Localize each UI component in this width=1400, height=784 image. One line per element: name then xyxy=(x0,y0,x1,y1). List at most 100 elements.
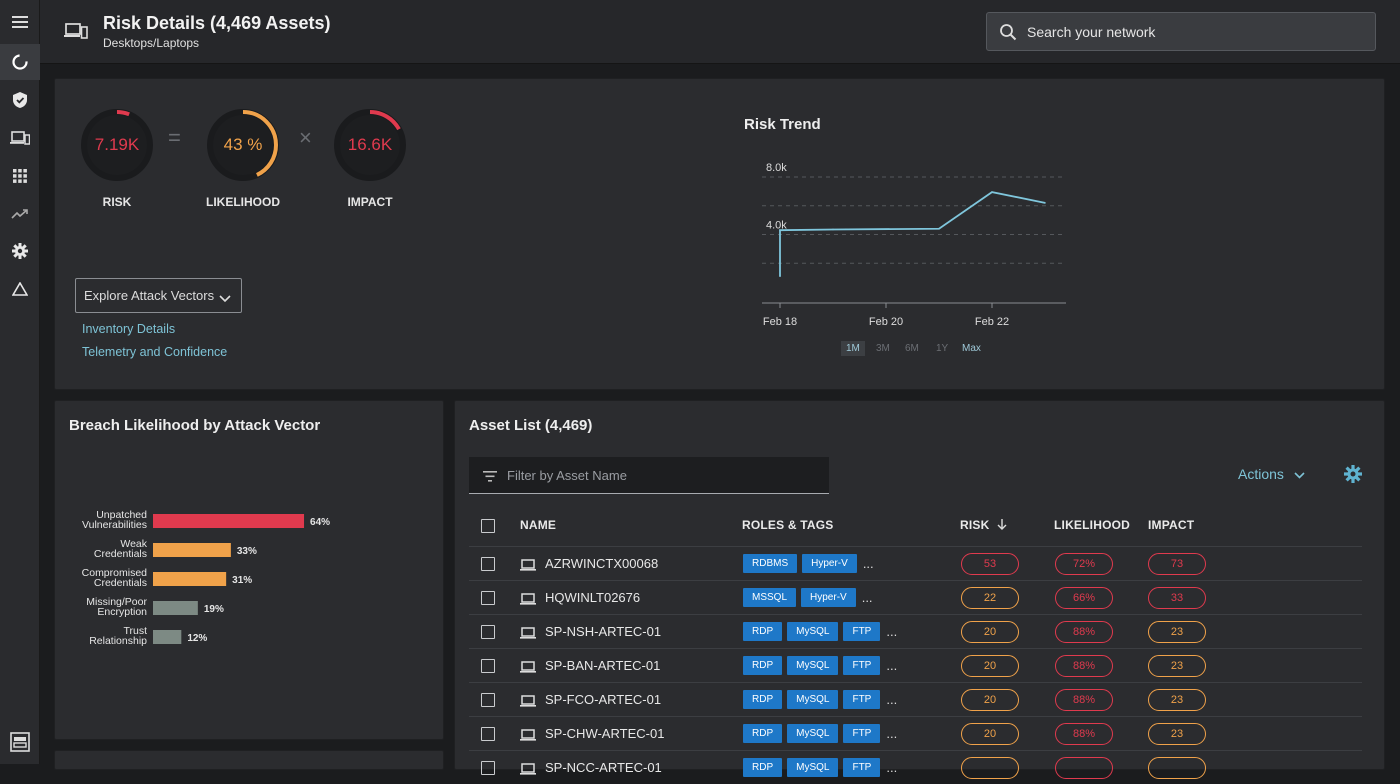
likelihood-pill: 72% xyxy=(1055,553,1113,575)
apps-grid-icon[interactable] xyxy=(0,158,40,194)
col-impact-header[interactable]: IMPACT xyxy=(1148,518,1195,532)
role-tag[interactable]: RDP xyxy=(743,656,783,675)
inventory-details-link[interactable]: Inventory Details xyxy=(82,322,176,336)
more-tags[interactable]: ... xyxy=(886,726,898,741)
role-tag[interactable]: RDP xyxy=(743,758,783,777)
role-tag[interactable]: MySQL xyxy=(787,758,839,777)
gauge-arc xyxy=(82,110,152,180)
role-tag[interactable]: Hyper-V xyxy=(802,554,857,573)
network-search[interactable] xyxy=(986,12,1376,51)
table-row[interactable]: SP-BAN-ARTEC-01 RDP MySQL FTP... 20 88% 23 xyxy=(469,648,1362,682)
role-tag[interactable]: Hyper-V xyxy=(801,588,856,607)
lower-panel xyxy=(54,750,444,770)
asset-filter[interactable] xyxy=(469,457,829,494)
laptop-icon xyxy=(520,762,536,780)
asset-name[interactable]: AZRWINCTX00068 xyxy=(545,556,659,571)
search-icon xyxy=(999,23,1017,46)
asset-list-title: Asset List (4,469) xyxy=(469,417,593,434)
risk-pill: 20 xyxy=(961,655,1019,677)
table-row[interactable]: SP-NCC-ARTEC-01 RDP MySQL FTP... xyxy=(469,750,1362,784)
row-checkbox[interactable] xyxy=(481,761,495,775)
more-tags[interactable]: ... xyxy=(886,624,898,639)
bar-value-label: 33% xyxy=(237,546,257,557)
search-input[interactable] xyxy=(1027,13,1367,50)
role-tag[interactable]: RDP xyxy=(743,622,783,641)
row-checkbox[interactable] xyxy=(481,625,495,639)
table-row[interactable]: AZRWINCTX00068 RDBMS Hyper-V... 53 72% 73 xyxy=(469,546,1362,580)
settings-gear-icon[interactable] xyxy=(0,233,40,269)
bar-category-label: Relationship xyxy=(89,635,147,647)
top-header: Risk Details (4,469 Assets) Desktops/Lap… xyxy=(40,0,1400,64)
impact-label: IMPACT xyxy=(347,195,393,209)
col-likelihood-header[interactable]: LIKELIHOOD xyxy=(1054,518,1130,532)
role-tag[interactable]: MySQL xyxy=(787,724,839,743)
range-1y-button[interactable]: 1Y xyxy=(936,343,949,354)
impact-pill: 23 xyxy=(1148,621,1206,643)
row-checkbox[interactable] xyxy=(481,557,495,571)
range-6m-button[interactable]: 6M xyxy=(905,343,919,354)
asset-name[interactable]: HQWINLT02676 xyxy=(545,590,641,605)
risk-pill: 53 xyxy=(961,553,1019,575)
menu-icon[interactable] xyxy=(0,4,40,40)
role-tag[interactable]: FTP xyxy=(843,622,881,641)
col-risk-header[interactable]: RISK xyxy=(960,518,1007,532)
table-row[interactable]: SP-CHW-ARTEC-01 RDP MySQL FTP... 20 88% 23 xyxy=(469,716,1362,750)
telemetry-confidence-link[interactable]: Telemetry and Confidence xyxy=(82,345,228,359)
more-tags[interactable]: ... xyxy=(886,692,898,707)
bar-category-label: Credentials xyxy=(94,548,147,560)
table-settings-gear-icon[interactable] xyxy=(1343,464,1363,489)
role-tag[interactable]: RDP xyxy=(743,690,783,709)
role-tag[interactable]: MySQL xyxy=(787,622,839,641)
col-name-header[interactable]: NAME xyxy=(520,518,557,532)
role-tag[interactable]: MySQL xyxy=(787,656,839,675)
trend-point xyxy=(779,275,781,277)
row-checkbox[interactable] xyxy=(481,693,495,707)
alert-triangle-icon[interactable] xyxy=(0,271,40,307)
asset-name[interactable]: SP-BAN-ARTEC-01 xyxy=(545,658,661,673)
actions-menu-button[interactable]: Actions xyxy=(1238,466,1305,482)
more-tags[interactable]: ... xyxy=(886,760,898,775)
table-row[interactable]: SP-NSH-ARTEC-01 RDP MySQL FTP... 20 88% 23 xyxy=(469,614,1362,648)
range-max-button[interactable]: Max xyxy=(962,343,981,354)
more-tags[interactable]: ... xyxy=(862,556,874,571)
trend-point xyxy=(938,227,940,230)
role-tag[interactable]: FTP xyxy=(843,724,881,743)
range-1m-button[interactable]: 1M xyxy=(841,341,865,356)
row-checkbox[interactable] xyxy=(481,727,495,741)
asset-name[interactable]: SP-FCO-ARTEC-01 xyxy=(545,692,662,707)
select-all-checkbox[interactable] xyxy=(481,519,495,533)
role-tag[interactable]: RDBMS xyxy=(743,554,798,573)
table-row[interactable]: HQWINLT02676 MSSQL Hyper-V... 22 66% 33 xyxy=(469,580,1362,614)
layout-panel-icon[interactable] xyxy=(0,724,40,760)
asset-name[interactable]: SP-NSH-ARTEC-01 xyxy=(545,624,662,639)
col-roles-header[interactable]: ROLES & TAGS xyxy=(742,518,834,532)
range-3m-button[interactable]: 3M xyxy=(876,343,890,354)
risk-pill: 22 xyxy=(961,587,1019,609)
role-tag[interactable]: FTP xyxy=(843,690,881,709)
shield-icon[interactable] xyxy=(0,82,40,118)
role-tag[interactable]: FTP xyxy=(843,758,881,777)
more-tags[interactable]: ... xyxy=(861,590,873,605)
laptop-icon xyxy=(520,592,536,610)
trending-icon[interactable] xyxy=(0,196,40,232)
more-tags[interactable]: ... xyxy=(886,658,898,673)
risk-dashboard-icon[interactable] xyxy=(0,44,40,80)
role-tag[interactable]: FTP xyxy=(843,656,881,675)
asset-name[interactable]: SP-CHW-ARTEC-01 xyxy=(545,726,665,741)
x-tick-label: Feb 22 xyxy=(975,316,1009,328)
bar-category-label: Missing/Poor xyxy=(86,596,147,608)
role-tag[interactable]: MSSQL xyxy=(743,588,797,607)
trend-point xyxy=(991,191,993,193)
role-tag[interactable]: RDP xyxy=(743,724,783,743)
explore-attack-vectors-dropdown[interactable]: Explore Attack Vectors xyxy=(75,278,242,313)
row-checkbox[interactable] xyxy=(481,591,495,605)
row-checkbox[interactable] xyxy=(481,659,495,673)
role-tag[interactable]: MySQL xyxy=(787,690,839,709)
asset-list-panel: Asset List (4,469) Actions NAME ROLES & … xyxy=(454,400,1385,779)
asset-name[interactable]: SP-NCC-ARTEC-01 xyxy=(545,760,662,775)
asset-filter-input[interactable] xyxy=(507,457,817,493)
table-row[interactable]: SP-FCO-ARTEC-01 RDP MySQL FTP... 20 88% 23 xyxy=(469,682,1362,716)
devices-icon[interactable] xyxy=(0,120,40,156)
impact-pill: 33 xyxy=(1148,587,1206,609)
